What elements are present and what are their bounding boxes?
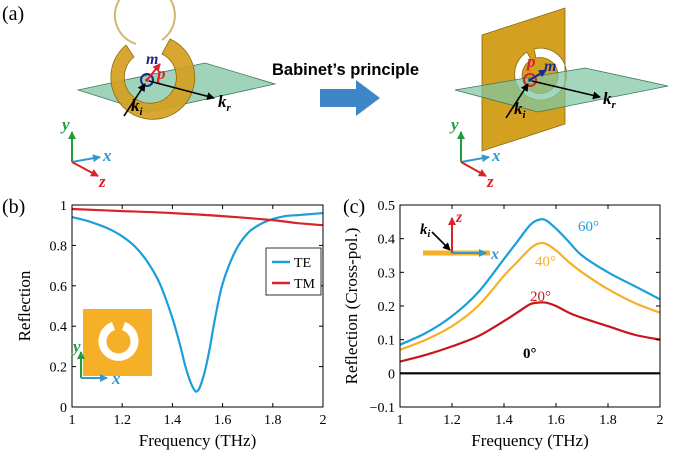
y-tick-label: 0.4 (50, 320, 68, 335)
y-tick-label: 0.8 (50, 239, 68, 254)
z-axis-arrow (460, 161, 487, 177)
inset-ki-label: ki (420, 222, 431, 240)
y-axis-title: Reflection (Cross-pol.) (342, 228, 361, 385)
chart-cross-pol: 1 1.2 1.4 1.6 1.8 2 −0.1 0 0.1 0.2 0.3 0.4 0.5 Freque… (342, 199, 664, 450)
split-ring-resonator: m p ki kr (76, 0, 277, 120)
kr-label-left: kr (218, 92, 232, 114)
panel-label-c: (c) (343, 196, 365, 218)
chart-reflection: 1 1.2 1.4 1.6 1.8 2 0 0.2 0.4 0.6 0.8 1 Frequency (T… (15, 199, 327, 450)
x-axis-title: Frequency (THz) (139, 431, 257, 450)
series-line-40 (399, 241, 661, 351)
m-arrow (529, 69, 547, 81)
x-tick-label: 1 (69, 413, 76, 428)
series-line-20 (399, 301, 661, 363)
plot-frame (71, 204, 324, 408)
y-tick-label: 0.1 (378, 334, 396, 349)
y-axis-label: y (449, 115, 459, 134)
p-label-right: p (525, 52, 536, 71)
y-tick-label: −0.1 (370, 401, 395, 416)
m-label-left: m (146, 51, 158, 68)
ki-arrow-left (123, 83, 146, 117)
y-tick-label: 1 (60, 199, 67, 214)
plot-frame (399, 204, 661, 408)
ring-left (110, 38, 196, 120)
inset-x-label: x (490, 246, 499, 263)
x-tick-label: 1.2 (443, 413, 461, 428)
inset-y-label: y (71, 337, 81, 356)
x-tick-label: 2 (320, 413, 327, 428)
m-label-right: m (544, 58, 556, 75)
z-axis-label: z (486, 172, 494, 191)
x-tick-label: 1 (397, 413, 404, 428)
electric-dipole-icon (523, 73, 537, 87)
axes-triad-right: y x z (449, 115, 501, 191)
x-axis-label: x (102, 146, 112, 165)
y-tick-label: 0 (388, 367, 395, 382)
x-axis-label: x (491, 146, 501, 165)
magnetic-dipole-icon (140, 73, 154, 87)
kr-arrow-left (148, 80, 215, 101)
y-tick-label: 0.2 (378, 300, 396, 315)
x-tick-label: 1.8 (264, 413, 282, 428)
x-axis-arrow (460, 154, 490, 163)
y-tick-label: 0.3 (378, 266, 396, 281)
panel-label-b: (b) (2, 196, 25, 218)
kr-label-right: kr (603, 89, 617, 111)
inset-incidence: z x ki (420, 209, 499, 263)
series-label-3: 0° (523, 346, 537, 362)
series-label-1: 40° (535, 254, 556, 270)
panel-label-a: (a) (2, 3, 24, 25)
y-axis-label: y (60, 115, 70, 134)
legend-box (265, 247, 322, 296)
legend: TE TM (265, 247, 322, 296)
ki-arrow (431, 231, 451, 251)
x-tick-label: 1.2 (113, 413, 131, 428)
ki-label-right: ki (514, 99, 527, 121)
complementary-plate: p m ki kr (454, 7, 669, 152)
x-axis-arrow (71, 154, 101, 163)
inset-z-label: z (455, 209, 463, 226)
ki-arrow-right (505, 83, 529, 119)
z-axis-arrow (71, 161, 99, 177)
series-label-0: 60° (578, 219, 599, 235)
x-tick-label: 1.4 (164, 413, 182, 428)
kr-arrow-right (531, 80, 601, 100)
ring-left-edge (113, 0, 176, 45)
axes-triad-left: y x z (60, 115, 112, 191)
p-label-left: p (155, 64, 166, 83)
x-tick-label: 1.8 (599, 413, 617, 428)
x-tick-label: 1.4 (495, 413, 513, 428)
x-tick-label: 1.6 (214, 413, 232, 428)
babinet-label: Babinet’s principle (272, 61, 419, 79)
split-ring-icon (98, 322, 139, 361)
y-axis-title: Reflection (15, 270, 34, 341)
series-line-TM (71, 207, 324, 227)
x-tick-label: 1.6 (547, 413, 565, 428)
p-arrow (146, 63, 161, 81)
legend-label-TM: TM (294, 277, 316, 292)
inset-unit-cell: yx (71, 309, 152, 388)
x-tick-label: 2 (657, 413, 664, 428)
ki-label-left: ki (131, 96, 144, 118)
series-line-60 (399, 218, 661, 346)
y-tick-label: 0.6 (50, 280, 68, 295)
y-tick-label: 0.2 (50, 361, 68, 376)
y-tick-label: 0.4 (378, 233, 396, 248)
z-axis-label: z (98, 172, 106, 191)
series-label-2: 20° (530, 289, 551, 305)
gold-square (83, 309, 152, 376)
legend-label-TE: TE (294, 256, 311, 271)
inset-x-label: x (111, 369, 121, 388)
x-axis-title: Frequency (THz) (471, 431, 589, 450)
y-tick-label: 0.5 (378, 199, 396, 214)
y-tick-label: 0 (60, 401, 67, 416)
